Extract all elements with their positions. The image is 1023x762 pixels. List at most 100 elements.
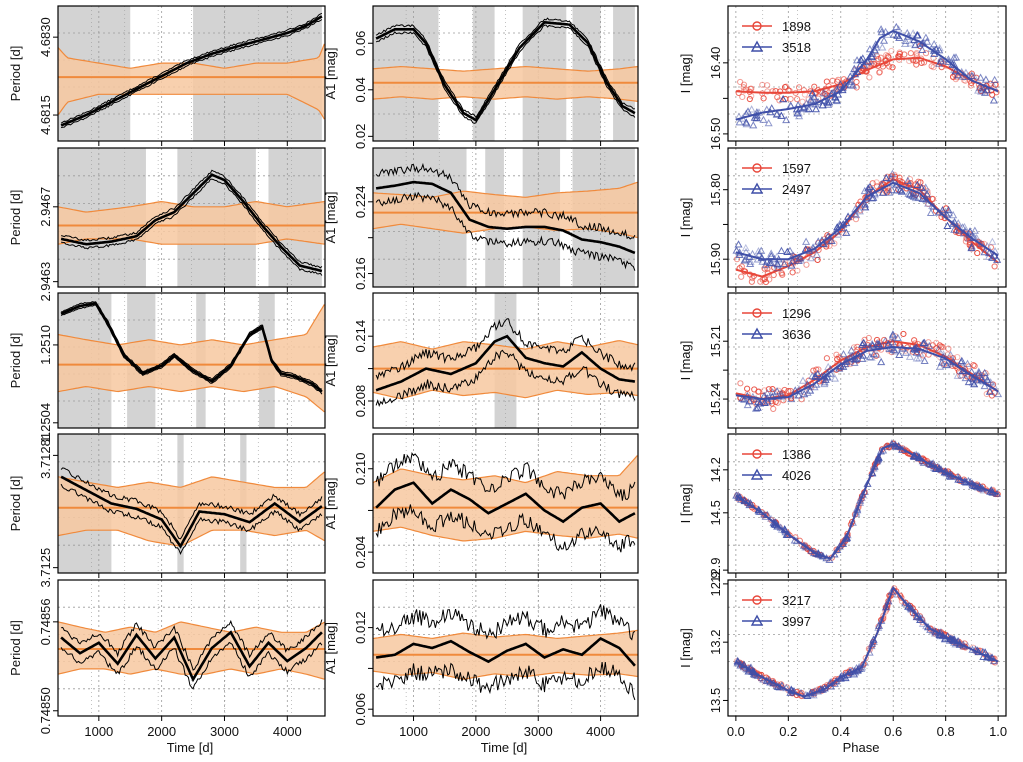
point-blue — [860, 200, 869, 208]
point-blue — [885, 188, 894, 196]
point-blue — [961, 373, 970, 382]
panel-frame — [727, 433, 1007, 574]
curve-upper — [375, 451, 636, 501]
point-blue — [906, 189, 915, 197]
plot-area — [728, 580, 1006, 716]
point-blue — [794, 256, 803, 264]
plot-area — [58, 434, 325, 573]
point-red — [861, 336, 868, 343]
ylabel: Period [d] — [8, 190, 23, 246]
band-upper-line — [373, 629, 638, 640]
legend: 1296 3636 — [742, 306, 811, 342]
plot-area — [58, 580, 325, 716]
point-blue — [745, 397, 754, 405]
ytick-label: 0.06 — [353, 31, 368, 56]
point-red — [760, 95, 767, 102]
point-red — [989, 91, 996, 98]
curve-lower — [375, 349, 636, 407]
point-red — [974, 249, 981, 257]
point-blue — [881, 336, 890, 345]
point-blue — [833, 96, 842, 105]
point-blue — [895, 350, 904, 358]
point-red — [762, 266, 769, 273]
point-blue — [803, 388, 812, 396]
point-blue — [901, 36, 910, 45]
curve-main — [375, 636, 636, 667]
ylabel: I [mag] — [678, 484, 693, 524]
point-blue — [909, 29, 918, 37]
ytick-label: 0.02 — [353, 124, 368, 149]
point-red — [900, 330, 907, 338]
point-blue — [750, 113, 759, 121]
point-red — [751, 386, 758, 393]
fit-blue — [735, 585, 999, 698]
point-blue — [976, 73, 985, 81]
point-blue — [908, 191, 917, 200]
point-blue — [949, 53, 959, 61]
point-red — [976, 84, 983, 91]
point-blue — [747, 105, 756, 113]
xlabel-time-col2: Time [d] — [481, 740, 527, 755]
point-blue — [843, 530, 852, 539]
point-blue — [742, 119, 751, 128]
curve-main — [60, 630, 323, 683]
ytick-label: 1.2510 — [38, 325, 53, 365]
point-blue — [951, 640, 960, 648]
point-blue — [905, 352, 914, 360]
point-red — [885, 187, 892, 194]
point-blue — [915, 185, 924, 193]
point-blue — [812, 250, 821, 258]
point-blue — [904, 180, 914, 189]
panel-a5: 0.006 0.012 A1 [mag] 1000 2000 3000 4000 — [323, 579, 639, 739]
legend-marker-blue — [750, 182, 764, 194]
ytick-label: 3.71281 — [38, 432, 53, 479]
ytick-label: 14.2 — [708, 457, 723, 482]
point-blue — [842, 228, 851, 236]
point-blue — [743, 400, 752, 409]
xtick-label: 4000 — [273, 724, 302, 739]
legend-label-blue: 3636 — [782, 327, 811, 342]
point-blue — [920, 338, 929, 346]
point-red — [748, 278, 755, 285]
point-blue — [888, 169, 897, 177]
point-blue — [838, 539, 847, 547]
point-blue — [847, 346, 856, 354]
point-blue — [819, 88, 828, 97]
point-red — [738, 273, 745, 280]
point-blue — [777, 246, 786, 254]
legend-marker-blue — [750, 327, 764, 339]
legend-label-red: 1296 — [782, 306, 811, 321]
point-red — [779, 271, 786, 278]
point-red — [911, 337, 918, 344]
point-blue — [835, 220, 844, 228]
point-blue — [858, 354, 867, 362]
point-blue — [867, 52, 876, 61]
point-red — [794, 267, 801, 274]
ylabel: A1 [mag] — [323, 334, 338, 386]
panel-frame — [57, 292, 326, 429]
point-red — [746, 95, 753, 103]
point-blue — [772, 110, 781, 118]
ytick-label: 0.012 — [353, 611, 368, 644]
xtick-label: 3000 — [524, 724, 553, 739]
ylabel: Period [d] — [8, 476, 23, 532]
ylabel: A1 [mag] — [323, 477, 338, 529]
point-red — [884, 52, 891, 60]
point-blue — [869, 349, 878, 358]
curve-lower — [60, 641, 323, 690]
point-blue — [975, 83, 984, 92]
point-red — [800, 87, 808, 94]
point-blue — [963, 359, 972, 367]
xlabel-time-col1: Time [d] — [167, 740, 213, 755]
confidence-band — [58, 43, 325, 120]
point-blue — [864, 186, 873, 194]
point-red — [891, 585, 898, 592]
ytick-label: 12.9 — [708, 557, 723, 582]
point-blue — [762, 257, 772, 265]
panel-a2: 0.216 0.224 A1 [mag] — [323, 147, 639, 292]
plot-area — [58, 6, 325, 141]
fit-red — [735, 442, 999, 560]
point-blue — [895, 33, 904, 41]
point-red — [759, 81, 766, 88]
point-blue — [794, 254, 803, 262]
